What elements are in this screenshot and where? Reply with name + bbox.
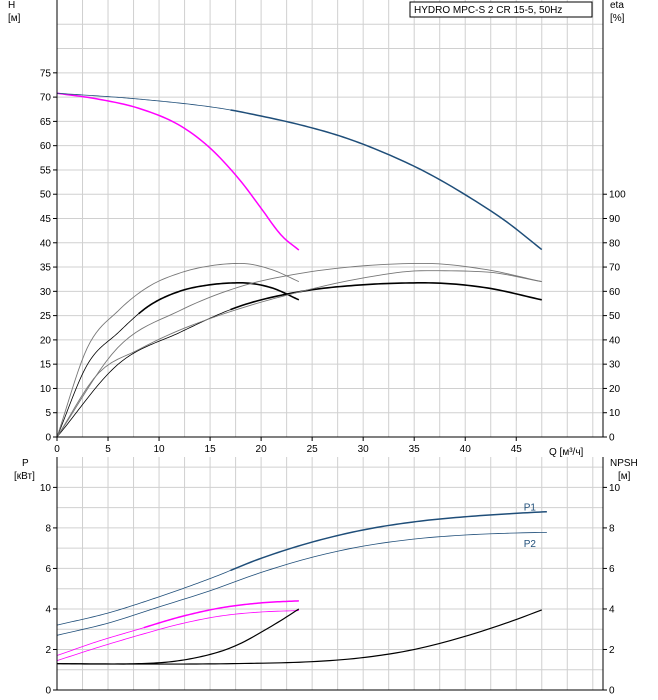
curve-eta-1-pump bbox=[56, 262, 300, 438]
tick-label-left: 10 bbox=[40, 384, 52, 395]
tick-label-x: 25 bbox=[307, 444, 319, 455]
head-efficiency-series bbox=[56, 92, 543, 438]
tick-label-x: 35 bbox=[409, 444, 421, 455]
power-npsh-panel: 0 2 4 6 8 10 0 2 4 6 8 10 P [кВт] NPSH [м] P1 P2 bbox=[14, 457, 638, 697]
tick-label-right: 10 bbox=[609, 408, 621, 419]
head-efficiency-panel: 0510152025303540455055606570750102030405… bbox=[8, 0, 626, 458]
tick-label-left: 5 bbox=[45, 408, 51, 419]
tick-label-left: 0 bbox=[45, 686, 51, 697]
curve-eta-2-pumps-system-thin bbox=[56, 309, 231, 438]
tick-label-left: 2 bbox=[45, 645, 51, 656]
tick-label-left: 15 bbox=[40, 360, 52, 371]
curve-p1-1-pump bbox=[143, 600, 299, 629]
annotation-p2: P2 bbox=[524, 539, 537, 550]
curve-p2-1-pump bbox=[56, 610, 299, 662]
tick-label-left: 65 bbox=[40, 117, 52, 128]
tick-label-left: 55 bbox=[40, 165, 52, 176]
power-npsh-ticks: 0 2 4 6 8 10 0 2 4 6 8 10 bbox=[40, 483, 621, 697]
tick-label-right: 8 bbox=[609, 523, 615, 534]
tick-label-right: 40 bbox=[609, 335, 621, 346]
chart-title: HYDRO MPC-S 2 CR 15-5, 50Hz bbox=[414, 5, 562, 16]
curve-npsh-2-pumps bbox=[56, 609, 542, 665]
curve-eta-1-pump-system-thin bbox=[56, 313, 139, 438]
tick-label-x: 45 bbox=[511, 444, 523, 455]
tick-label-right: 70 bbox=[609, 263, 621, 274]
tick-label-left: 45 bbox=[40, 214, 52, 225]
tick-label-x: 10 bbox=[153, 444, 165, 455]
tick-label-left: 0 bbox=[45, 433, 51, 444]
tick-label-right: 6 bbox=[609, 564, 615, 575]
curve-eta-2-pumps-system bbox=[230, 282, 542, 311]
power-annotations: P1 P2 bbox=[524, 503, 537, 550]
y-left-label-line2: [м] bbox=[8, 13, 21, 24]
tick-label-left: 70 bbox=[40, 93, 52, 104]
tick-label-left: 30 bbox=[40, 287, 52, 298]
tick-label-right: 0 bbox=[609, 686, 615, 697]
tick-label-left: 40 bbox=[40, 238, 52, 249]
tick-label-left: 60 bbox=[40, 141, 52, 152]
tick-label-right: 10 bbox=[609, 483, 621, 494]
tick-label-right: 4 bbox=[609, 604, 615, 615]
tick-label-left: 75 bbox=[40, 68, 52, 79]
p-axis-label-line1: P bbox=[22, 458, 29, 469]
y-right-label-line2: [%] bbox=[610, 13, 625, 24]
tick-label-x: 40 bbox=[460, 444, 472, 455]
tick-label-left: 8 bbox=[45, 523, 51, 534]
curve-eta-1-pump-system bbox=[138, 282, 300, 315]
tick-label-x: 0 bbox=[54, 444, 60, 455]
tick-label-x: 30 bbox=[358, 444, 370, 455]
curve-p1-1-pump-thin bbox=[56, 627, 144, 656]
tick-label-left: 50 bbox=[40, 190, 52, 201]
tick-label-right: 20 bbox=[609, 384, 621, 395]
curve-p1-2-pumps bbox=[230, 510, 547, 572]
curve-eta-2-pumps-outer bbox=[56, 270, 542, 438]
tick-label-x: 20 bbox=[256, 444, 268, 455]
npsh-axis-label-line2: [м] bbox=[618, 471, 631, 482]
x-axis-label: Q [м³/ч] bbox=[549, 447, 584, 458]
tick-label-x: 15 bbox=[205, 444, 217, 455]
power-npsh-grid bbox=[57, 457, 603, 690]
power-npsh-series bbox=[56, 510, 547, 665]
head-efficiency-grid bbox=[57, 0, 603, 437]
p-axis-label-line2: [кВт] bbox=[14, 471, 35, 482]
curve-h-2-pumps-thin bbox=[56, 92, 231, 111]
tick-label-right: 60 bbox=[609, 287, 621, 298]
curve-p1-2-pumps-thin bbox=[56, 570, 231, 626]
npsh-axis-label-line1: NPSH bbox=[610, 458, 638, 469]
curve-p2-2-pumps bbox=[56, 531, 547, 636]
tick-label-right: 80 bbox=[609, 238, 621, 249]
tick-label-left: 35 bbox=[40, 263, 52, 274]
tick-label-left: 25 bbox=[40, 311, 52, 322]
power-npsh-axes bbox=[56, 457, 604, 691]
title-box bbox=[409, 1, 593, 18]
curve-h-2-pumps bbox=[230, 109, 543, 251]
head-efficiency-ticks: 0510152025303540455055606570750102030405… bbox=[40, 68, 626, 455]
curve-h-pump-1-duty bbox=[56, 92, 300, 251]
tick-label-right: 100 bbox=[609, 190, 626, 201]
y-left-label-line1: H bbox=[8, 0, 15, 11]
tick-label-right: 50 bbox=[609, 311, 621, 322]
y-right-label-line1: eta bbox=[610, 0, 624, 11]
tick-label-x: 5 bbox=[105, 444, 111, 455]
tick-label-right: 90 bbox=[609, 214, 621, 225]
tick-label-left: 10 bbox=[40, 483, 52, 494]
tick-label-right: 30 bbox=[609, 360, 621, 371]
annotation-p1: P1 bbox=[524, 503, 537, 514]
tick-label-left: 20 bbox=[40, 335, 52, 346]
tick-label-right: 2 bbox=[609, 645, 615, 656]
tick-label-right: 0 bbox=[609, 433, 615, 444]
tick-label-left: 4 bbox=[45, 604, 51, 615]
tick-label-left: 6 bbox=[45, 564, 51, 575]
curve-eta-2-pumps bbox=[56, 262, 542, 438]
